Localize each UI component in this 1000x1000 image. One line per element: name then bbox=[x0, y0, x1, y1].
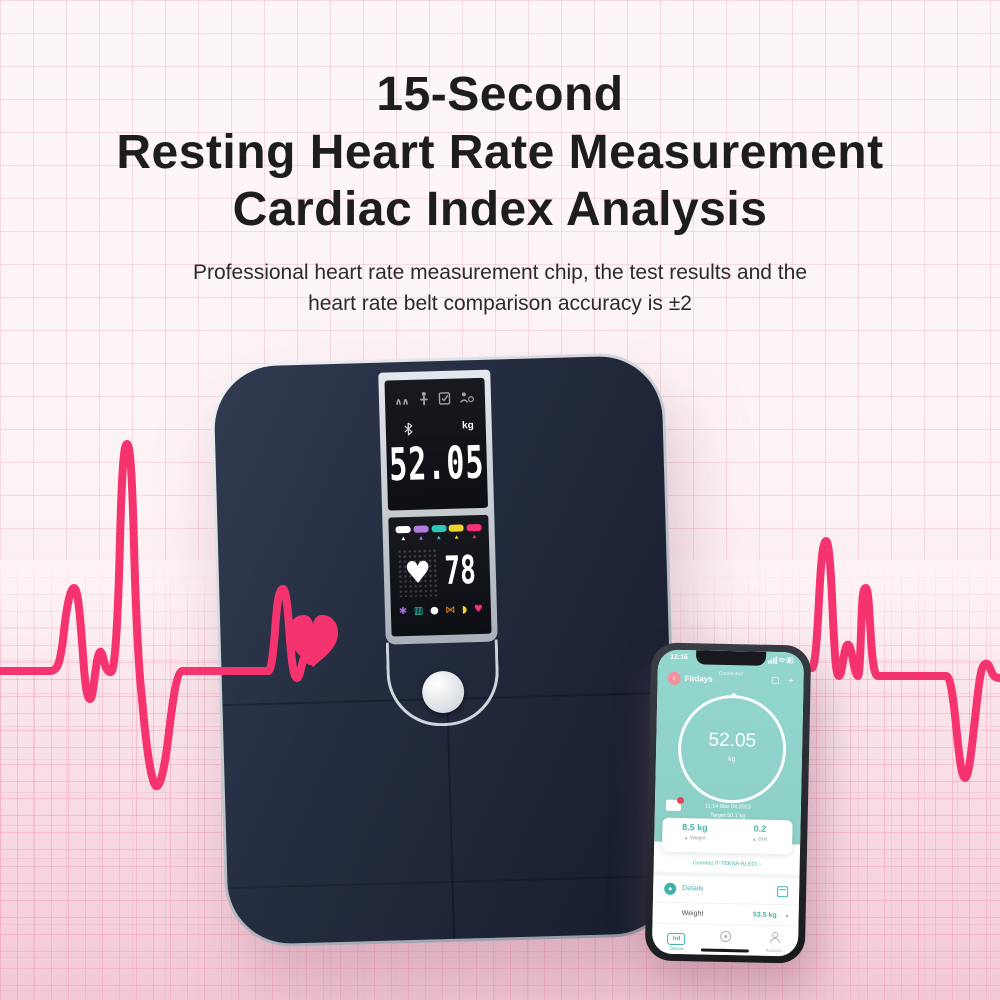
app-name: Fitdays bbox=[684, 674, 713, 684]
signal-wifi-battery-icons bbox=[767, 656, 794, 664]
scale-display-module: kg 52.05 ▲ bbox=[378, 369, 501, 728]
scale-glass-surface: kg 52.05 ▲ bbox=[213, 354, 677, 946]
phone-screen: 12:16 Connected ♀ Fitdays ▢ + bbox=[651, 649, 805, 957]
feet-icon bbox=[396, 398, 408, 406]
stat-value: 0.2 bbox=[753, 823, 767, 834]
title-line-2: Resting Heart Rate Measurement bbox=[116, 125, 884, 179]
range-segment bbox=[395, 525, 411, 534]
range-seg-yellow: ▲ bbox=[448, 524, 464, 541]
calendar-icon[interactable] bbox=[777, 886, 789, 898]
app-weight-value: 52.05 bbox=[708, 729, 757, 752]
app-weight-unit: kg bbox=[728, 755, 736, 764]
bone-icon: ⋈ bbox=[445, 604, 456, 616]
status-icons bbox=[767, 656, 794, 667]
muscle-icon: ◗ bbox=[461, 604, 468, 616]
app-header: Connected ♀ Fitdays ▢ + bbox=[657, 670, 803, 693]
details-icon: ● bbox=[664, 882, 677, 895]
smart-scale: kg 52.05 ▲ bbox=[209, 351, 681, 949]
metrics-screen: ▲ ▲ ▲ bbox=[388, 514, 492, 637]
stat-label: ▲ BMI bbox=[752, 836, 768, 843]
page-title: 15-Second Resting Heart Rate Measurement… bbox=[0, 66, 1000, 239]
range-marker-icon: ▲ bbox=[453, 534, 460, 541]
dot-matrix-heart-icon: ♥ bbox=[397, 548, 439, 598]
scale-power-button bbox=[421, 670, 465, 714]
range-seg-white: ▲ bbox=[395, 525, 411, 543]
heart-rate-icon: ♥ bbox=[473, 603, 483, 616]
avatar[interactable]: ♀ bbox=[667, 671, 681, 685]
range-seg-pink: ▲ bbox=[466, 523, 482, 541]
range-indicator-bar: ▲ ▲ ▲ bbox=[388, 515, 489, 544]
trend-arrow-icon: ▲ bbox=[752, 836, 757, 842]
range-seg-teal: ▲ bbox=[431, 524, 447, 542]
add-icon[interactable]: + bbox=[788, 675, 794, 686]
device-switch-icon[interactable]: ▢ bbox=[770, 674, 780, 686]
circle-marker-dot bbox=[730, 693, 736, 699]
app-logo-icon: hd bbox=[667, 932, 686, 946]
unit-label: kg bbox=[461, 420, 474, 432]
range-seg-purple: ▲ bbox=[413, 525, 429, 542]
person-icon bbox=[420, 391, 428, 406]
title-line-1: 15-Second bbox=[376, 68, 624, 121]
range-marker-icon: ▲ bbox=[435, 535, 442, 542]
subtitle: Professional heart rate measurement chip… bbox=[0, 257, 1000, 320]
metric-icon-row: ✱ ▥ ● ⋈ ◗ ♥ bbox=[391, 595, 492, 618]
headline-block: 15-Second Resting Heart Rate Measurement… bbox=[0, 66, 1000, 320]
trend-arrow-icon: ▲ bbox=[683, 835, 689, 841]
report-icon bbox=[438, 392, 451, 405]
range-marker-icon: ▲ bbox=[471, 534, 478, 541]
range-marker-icon: ▲ bbox=[418, 535, 425, 542]
scale-weight-readout: 52.05 bbox=[388, 437, 486, 493]
range-segment bbox=[431, 524, 447, 533]
status-time: 12:16 bbox=[669, 653, 689, 662]
stat-label: ▲ Weight bbox=[683, 835, 706, 842]
unit-row: kg bbox=[386, 420, 486, 441]
subtitle-line-2: heart rate belt comparison accuracy is ±… bbox=[308, 292, 692, 316]
details-row[interactable]: ● Details bbox=[652, 877, 800, 903]
range-marker-icon: ▲ bbox=[400, 536, 407, 543]
account-icon bbox=[769, 932, 779, 942]
range-segment bbox=[448, 524, 464, 532]
smartphone: 12:16 Connected ♀ Fitdays ▢ + bbox=[644, 642, 812, 964]
display-status-icons bbox=[384, 378, 485, 407]
heart-rate-readout: 78 bbox=[443, 548, 477, 595]
weight-row-label: Weight bbox=[681, 910, 704, 918]
body-fat-icon: ✱ bbox=[398, 606, 408, 618]
plan-icon bbox=[719, 930, 731, 943]
nav-item-device[interactable]: hd Device bbox=[652, 923, 701, 954]
device-connect-link[interactable]: Connect IT-TEKNA-BLE01 › bbox=[692, 860, 762, 868]
title-line-3: Cardiac Index Analysis bbox=[232, 183, 768, 237]
heart-glyph: ♥ bbox=[403, 554, 432, 591]
weight-row-value: 53.5 kg bbox=[752, 911, 777, 920]
bluetooth-icon bbox=[404, 422, 413, 436]
stat-item: 0.2 ▲ BMI bbox=[727, 819, 793, 854]
phone-notch bbox=[695, 650, 767, 666]
chevron-right-icon: › bbox=[759, 861, 762, 868]
display-chrome-u bbox=[385, 639, 501, 728]
subtitle-line-1: Professional heart rate measurement chip… bbox=[193, 260, 807, 284]
stat-value: 8.5 kg bbox=[682, 822, 708, 833]
users-icon bbox=[459, 392, 475, 403]
water-icon: ● bbox=[429, 605, 439, 617]
chevron-down-icon: ▾ bbox=[785, 913, 789, 921]
electrode-divider-vertical bbox=[446, 705, 456, 939]
range-segment bbox=[413, 525, 429, 533]
stats-card: 8.5 kg ▲ Weight 0.2 ▲ BMI bbox=[661, 817, 793, 855]
bmi-icon: ▥ bbox=[413, 605, 424, 617]
heart-rate-row: ♥ 78 bbox=[389, 541, 490, 598]
details-label: Details bbox=[682, 885, 704, 893]
stat-item: 8.5 kg ▲ Weight bbox=[662, 818, 728, 853]
weight-screen: kg 52.05 bbox=[384, 377, 489, 511]
range-segment bbox=[466, 523, 482, 532]
nav-item-account[interactable]: Account bbox=[749, 925, 798, 956]
status-bar: 12:16 bbox=[658, 653, 804, 668]
